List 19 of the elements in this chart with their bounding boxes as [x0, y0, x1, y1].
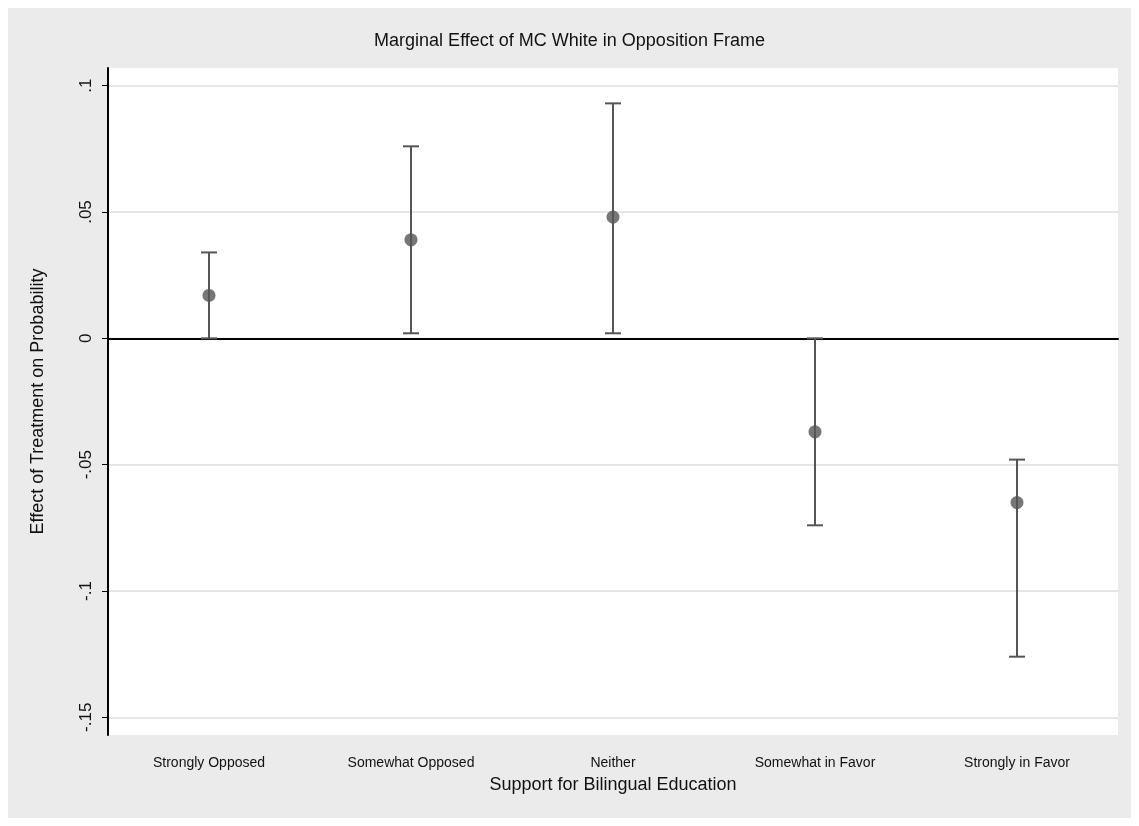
- x-tick-label: Somewhat Opposed: [347, 754, 475, 770]
- y-tick-label: -.05: [76, 450, 95, 480]
- point: [606, 210, 620, 224]
- y-tick-label: 0: [76, 333, 95, 344]
- y-axis-title: Effect of Treatment on Probability: [27, 268, 47, 535]
- x-tick-label: Strongly Opposed: [152, 754, 266, 770]
- x-tick-label: Neither: [590, 754, 636, 770]
- x-tick-label: Somewhat in Favor: [754, 754, 876, 770]
- x-tick-label: Strongly in Favor: [964, 754, 1071, 770]
- point: [808, 425, 822, 439]
- point: [1010, 496, 1024, 510]
- x-axis-title: Support for Bilingual Education: [489, 774, 737, 794]
- y-tick-label: -.15: [76, 702, 95, 732]
- y-tick-label: .05: [76, 200, 95, 224]
- y-tick-label: -.1: [76, 581, 95, 601]
- point: [404, 233, 418, 247]
- chart-title: Marginal Effect of MC White in Opposition Frame: [374, 30, 765, 50]
- point: [202, 288, 216, 302]
- y-tick-label: .1: [76, 78, 95, 93]
